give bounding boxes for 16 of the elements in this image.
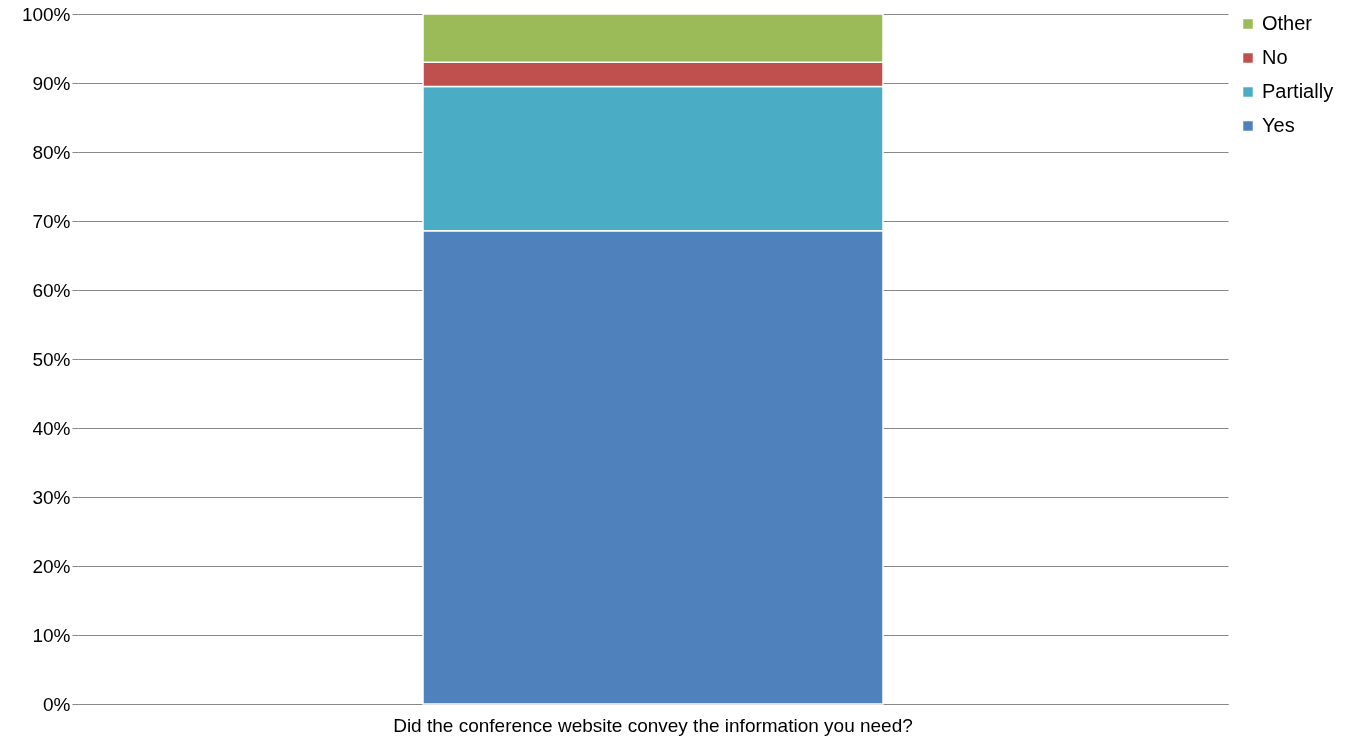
y-tick-label: 0% [43,693,71,715]
y-tick-label: 100% [21,3,71,25]
legend-label: No [1262,46,1288,68]
legend-label: Partially [1262,80,1334,102]
legend-label: Other [1262,12,1313,34]
y-tick-label: 80% [32,141,71,163]
y-tick-label: 10% [32,624,71,646]
y-tick-label: 30% [32,486,71,508]
y-tick-label: 40% [32,417,71,439]
y-tick-label: 90% [32,72,71,94]
legend-label: Yes [1262,114,1295,136]
y-tick-label: 70% [32,210,71,232]
x-tick-label: Did the conference website convey the information you need? [393,714,913,736]
y-tick-label: 60% [32,279,71,301]
y-tick-label: 20% [32,555,71,577]
y-tick-label: 50% [32,348,71,370]
